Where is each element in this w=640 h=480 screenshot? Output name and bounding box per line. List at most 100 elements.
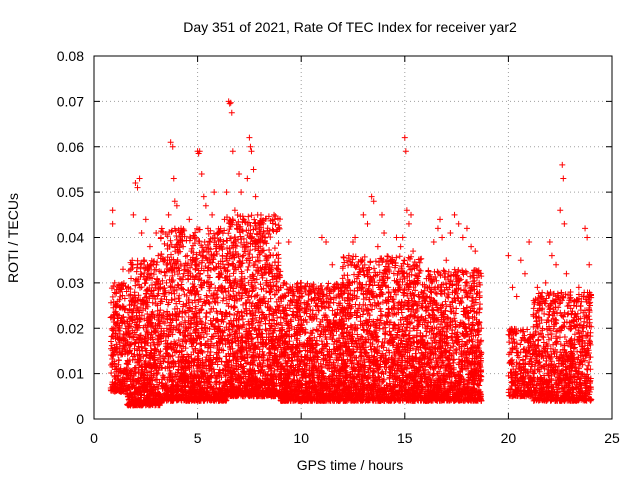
- data-point: [111, 344, 118, 351]
- data-point: [117, 293, 124, 300]
- data-point: [120, 336, 127, 343]
- data-point: [132, 324, 139, 331]
- data-point: [151, 258, 158, 265]
- data-point: [143, 275, 150, 282]
- data-point: [202, 314, 209, 321]
- data-point: [207, 349, 214, 356]
- data-point: [248, 293, 255, 300]
- data-point: [266, 349, 273, 356]
- data-point: [262, 234, 269, 241]
- data-point: [201, 238, 208, 245]
- data-point: [151, 354, 158, 361]
- data-point: [270, 227, 277, 234]
- data-point: [213, 378, 220, 385]
- data-point: [203, 309, 210, 316]
- data-point: [231, 304, 238, 311]
- data-points: [107, 98, 595, 409]
- data-point: [294, 280, 301, 287]
- data-point: [121, 295, 128, 302]
- data-point: [244, 267, 251, 274]
- data-point: [109, 353, 116, 360]
- data-point: [265, 230, 272, 237]
- data-point: [108, 370, 115, 377]
- data-point: [325, 280, 332, 287]
- data-point: [144, 273, 151, 280]
- data-point: [267, 234, 274, 241]
- data-point: [115, 368, 122, 375]
- data-point: [141, 269, 148, 276]
- data-point: [113, 290, 120, 297]
- data-point: [157, 235, 164, 242]
- data-point: [116, 379, 123, 386]
- data-point: [179, 285, 186, 292]
- data-point: [251, 216, 258, 223]
- data-point: [287, 363, 294, 370]
- data-point: [134, 303, 141, 310]
- data-point: [111, 373, 118, 380]
- data-point: [108, 333, 115, 340]
- data-point: [128, 367, 135, 374]
- data-point: [117, 378, 124, 385]
- data-point: [147, 342, 154, 349]
- data-point: [234, 212, 241, 219]
- data-point: [109, 387, 116, 394]
- data-point: [262, 326, 269, 333]
- data-point: [124, 318, 131, 325]
- data-point: [116, 323, 123, 330]
- data-point: [120, 280, 127, 287]
- data-point: [245, 213, 252, 220]
- grid-lines: [94, 56, 612, 419]
- data-point: [138, 284, 145, 291]
- data-point: [117, 317, 124, 324]
- data-point: [271, 245, 278, 252]
- data-point: [146, 295, 153, 302]
- data-point: [134, 278, 141, 285]
- data-point: [152, 266, 159, 273]
- data-point: [120, 313, 127, 320]
- data-point: [266, 247, 273, 254]
- data-point: [150, 339, 157, 346]
- data-point: [118, 350, 125, 357]
- data-point: [108, 285, 115, 292]
- data-point: [275, 240, 282, 247]
- data-point: [257, 281, 264, 288]
- data-point: [112, 308, 119, 315]
- data-point: [182, 253, 189, 260]
- data-point: [115, 357, 122, 364]
- data-point: [111, 349, 118, 356]
- data-point: [126, 342, 133, 349]
- data-point: [253, 292, 260, 299]
- data-point: [146, 263, 153, 270]
- data-point: [133, 312, 140, 319]
- data-point: [126, 384, 133, 391]
- data-point: [113, 341, 120, 348]
- data-point: [196, 226, 203, 233]
- chart-title: Day 351 of 2021, Rate Of TEC Index for r…: [183, 19, 517, 35]
- data-point: [154, 342, 161, 349]
- data-point: [115, 336, 122, 343]
- data-point: [271, 211, 278, 218]
- data-point: [139, 366, 146, 373]
- data-point: [115, 361, 122, 368]
- data-point: [149, 281, 156, 288]
- data-point: [119, 345, 126, 352]
- data-point: [121, 367, 128, 374]
- data-point: [211, 230, 218, 237]
- data-point: [108, 345, 115, 352]
- data-point: [149, 323, 156, 330]
- data-point: [117, 304, 124, 311]
- data-point: [143, 340, 150, 347]
- data-point: [140, 324, 147, 331]
- data-point: [116, 296, 123, 303]
- data-point: [147, 261, 154, 268]
- data-point: [127, 291, 134, 298]
- data-point: [174, 256, 181, 263]
- data-point: [110, 304, 117, 311]
- data-point: [313, 326, 320, 333]
- data-point: [161, 240, 168, 247]
- data-point: [114, 376, 121, 383]
- data-point: [114, 283, 121, 290]
- data-point: [108, 299, 115, 306]
- data-point: [112, 335, 119, 342]
